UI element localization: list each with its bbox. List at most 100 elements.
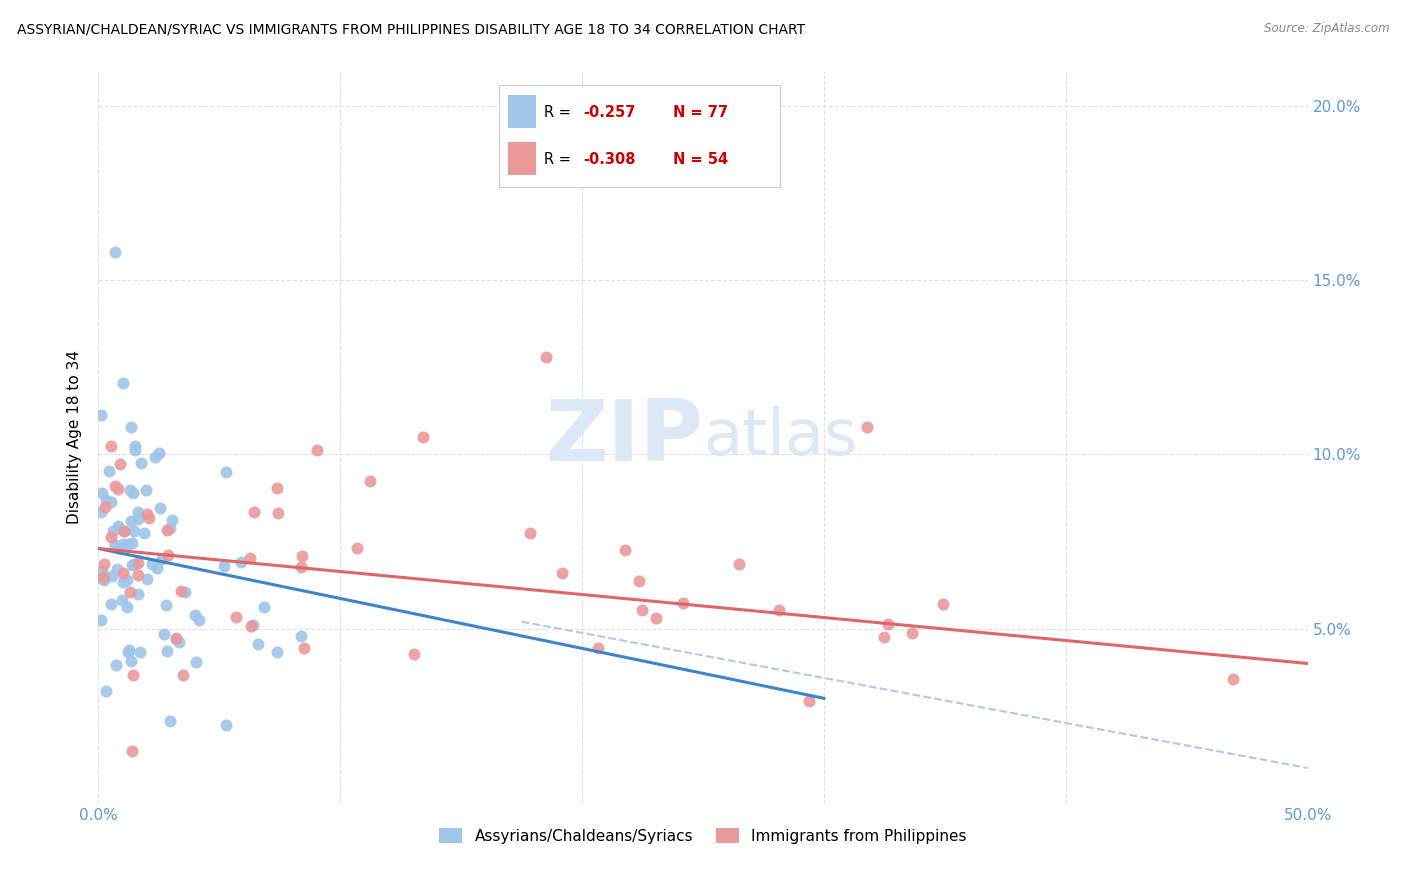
Point [121,744,143,758]
Point [118,585,141,599]
Point [169,583,191,598]
Point [127,556,149,570]
Point [104,245,127,260]
Point [242,618,264,632]
Y-axis label: Disability Age 18 to 34: Disability Age 18 to 34 [67,350,83,524]
Point [246,637,269,651]
Point [138,510,160,524]
Point [162,513,184,527]
Point [101,524,124,539]
Point [98,464,121,478]
Point [148,445,170,459]
Point [159,714,181,728]
Point [243,505,266,519]
Point [120,483,142,497]
Point [159,521,181,535]
Point [117,537,139,551]
Point [129,456,152,470]
Point [184,608,207,623]
Point [187,613,209,627]
Point [105,562,128,576]
Point [150,551,173,566]
Text: -0.308: -0.308 [583,153,636,167]
Point [856,420,879,434]
Text: -0.257: -0.257 [583,105,636,120]
Text: N = 54: N = 54 [673,153,728,167]
Point [90,613,112,627]
Point [155,523,177,537]
Point [107,519,129,533]
Point [112,537,135,551]
Point [117,645,139,659]
Point [267,506,290,520]
Point [91,565,114,579]
Text: Source: ZipAtlas.com: Source: ZipAtlas.com [1264,22,1389,36]
Point [121,536,143,550]
Point [104,657,127,672]
Point [672,596,695,610]
Point [165,631,187,645]
Point [112,524,135,539]
Point [412,430,434,444]
Point [121,655,143,669]
Point [111,566,134,580]
Point [215,465,238,479]
Point [127,505,149,519]
Point [240,619,263,633]
Point [305,442,328,457]
Point [1222,673,1244,687]
Point [266,481,288,495]
Point [101,569,124,583]
Point [107,482,129,496]
Point [112,376,135,391]
Point [115,573,138,587]
Point [107,541,129,555]
Point [124,442,146,457]
Point [153,627,176,641]
Point [900,625,922,640]
Point [136,572,159,586]
Point [768,603,790,617]
Point [127,587,149,601]
Text: R =: R = [544,153,575,167]
Point [94,492,117,507]
Point [214,558,236,573]
Point [873,631,896,645]
Point [229,555,252,569]
Point [132,525,155,540]
Text: N = 77: N = 77 [673,105,728,120]
Point [146,561,169,575]
Text: atlas: atlas [703,406,858,468]
Point [90,409,112,423]
Point [91,486,114,500]
Point [100,530,122,544]
Point [107,520,129,534]
Point [120,515,142,529]
Point [122,668,145,682]
Text: ZIP: ZIP [546,395,703,479]
Point [111,575,134,590]
Bar [508,142,536,175]
Point [155,598,177,612]
Point [93,500,115,515]
Point [120,420,142,434]
Point [266,645,288,659]
Point [614,543,637,558]
Point [100,597,122,611]
Point [645,610,668,624]
Point [118,642,141,657]
Point [122,524,145,538]
Point [108,457,131,471]
Point [135,483,157,497]
Point [253,599,276,614]
Point [186,655,208,669]
Bar [508,95,536,128]
Point [91,572,114,586]
Point [148,501,170,516]
Point [104,539,127,553]
Point [104,479,127,493]
Point [172,667,194,681]
Point [291,549,314,563]
Point [727,557,749,571]
Point [91,570,114,584]
